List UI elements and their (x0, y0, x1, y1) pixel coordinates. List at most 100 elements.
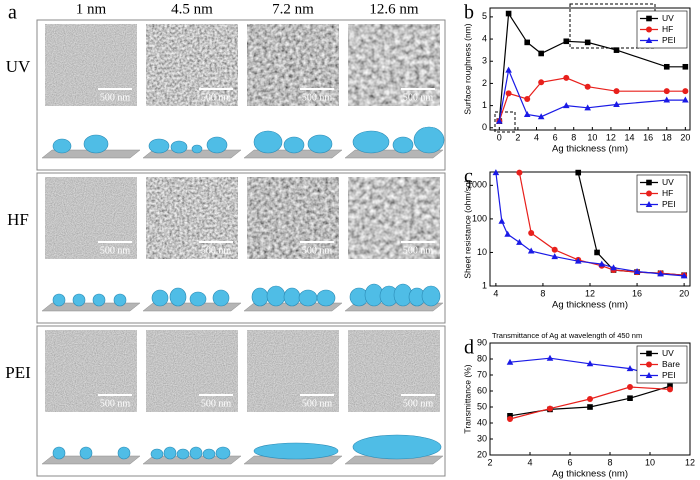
data-point (505, 10, 512, 17)
scale-bar-label: 500 nm (201, 92, 232, 103)
data-point (575, 169, 582, 176)
y-axis-label: Surface roughness (nm) (462, 23, 472, 114)
y-axis-label: Sheet resistance (ohm/sq) (462, 179, 472, 278)
x-tick-label: 14 (625, 132, 635, 142)
y-tick-label: 70 (477, 369, 487, 379)
legend-label: Bare (662, 359, 680, 369)
x-tick-label: 2 (487, 457, 492, 467)
scale-bar-label: 500 nm (302, 245, 333, 256)
substrate (41, 302, 141, 312)
sem-image (348, 177, 440, 259)
nanoparticle-illustration (92, 293, 106, 307)
data-point (527, 247, 535, 254)
data-point (627, 395, 633, 401)
nanoparticle-illustration (163, 446, 177, 460)
sem-image (247, 177, 339, 259)
sem-image (247, 330, 339, 412)
y-tick-label: 5 (482, 11, 487, 21)
x-tick-label: 4 (493, 288, 498, 298)
plot-frame (489, 7, 691, 131)
nanoparticle-illustration (176, 448, 190, 460)
nanoparticle-illustration (253, 442, 339, 460)
y-tick-label: 3 (482, 56, 487, 66)
data-point (587, 396, 593, 402)
sem-image (146, 177, 238, 259)
legend-marker (646, 190, 652, 197)
data-point (587, 404, 593, 410)
y-tick-label: 4 (482, 33, 487, 43)
plot-frame (489, 342, 691, 456)
data-point (663, 88, 670, 95)
data-point (528, 229, 535, 236)
data-point (613, 47, 620, 53)
scale-bar-label: 500 nm (201, 398, 232, 409)
panel-label: c (464, 166, 473, 188)
nanoparticle-illustration (52, 138, 72, 154)
data-point (524, 95, 531, 102)
nanoparticle-illustration (169, 287, 187, 307)
legend-marker (646, 361, 652, 368)
nanoparticle-illustration (170, 140, 188, 154)
x-axis-label: Ag thickness (nm) (552, 300, 628, 311)
nanoparticle-illustration (202, 448, 216, 460)
scale-bar-label: 500 nm (403, 92, 434, 103)
nanoparticle-illustration (392, 136, 414, 154)
nanoparticle-illustration (117, 446, 131, 460)
data-point (657, 270, 664, 277)
data-point (562, 102, 570, 109)
legend-marker (646, 350, 652, 357)
data-point (667, 383, 673, 389)
sem-image (146, 330, 238, 412)
nanoparticle-illustration (421, 285, 441, 307)
legend-label: PEI (662, 35, 676, 45)
data-point (505, 66, 512, 73)
nanoparticle-illustration (352, 130, 390, 154)
series-line (495, 172, 685, 277)
column-label: 12.6 nm (369, 1, 419, 17)
nanoparticle-illustration (83, 134, 109, 154)
data-point (584, 104, 591, 111)
nanoparticle-illustration (113, 293, 127, 307)
y-tick-label: 2 (482, 78, 487, 88)
nanoparticle-illustration (191, 144, 203, 154)
x-tick-label: 20 (679, 288, 689, 298)
data-point (504, 230, 511, 237)
x-tick-label: 12 (585, 288, 595, 298)
data-point (627, 384, 633, 390)
data-point (584, 83, 591, 90)
data-point (682, 88, 689, 95)
legend-marker (645, 372, 653, 378)
y-tick-label: 100 (472, 213, 487, 223)
data-point (537, 113, 545, 120)
sem-image (348, 330, 440, 412)
y-tick-label: 1 (482, 280, 487, 290)
row-label: UV (6, 57, 31, 76)
series-line (509, 386, 671, 420)
sem-image (45, 330, 137, 412)
x-axis-label: Ag thickness (nm) (552, 469, 628, 480)
x-axis-label: Ag thickness (nm) (552, 144, 628, 155)
data-point (598, 260, 606, 267)
y-tick-label: 0 (482, 122, 487, 132)
data-point (667, 386, 673, 393)
nanoparticle-illustration (151, 289, 169, 307)
x-tick-label: 12 (685, 457, 695, 467)
nanoparticle-illustration (215, 446, 231, 460)
nanoparticle-illustration (298, 289, 318, 307)
nanoparticle-illustration (189, 446, 203, 460)
data-point (680, 272, 688, 279)
data-point (492, 169, 500, 176)
scale-bar-label: 500 nm (403, 245, 434, 256)
x-tick-label: 10 (587, 132, 597, 142)
column-label: 4.5 nm (171, 1, 213, 17)
sem-image (247, 24, 339, 106)
nanoparticle-illustration (307, 134, 333, 154)
data-point (547, 405, 553, 412)
x-tick-label: 4 (534, 132, 539, 142)
x-tick-label: 8 (540, 288, 545, 298)
scale-bar-label: 500 nm (100, 398, 131, 409)
scale-bar-label: 500 nm (403, 398, 434, 409)
nanoparticle-illustration (79, 446, 93, 460)
x-tick-label: 4 (527, 457, 532, 467)
substrate (243, 302, 343, 312)
